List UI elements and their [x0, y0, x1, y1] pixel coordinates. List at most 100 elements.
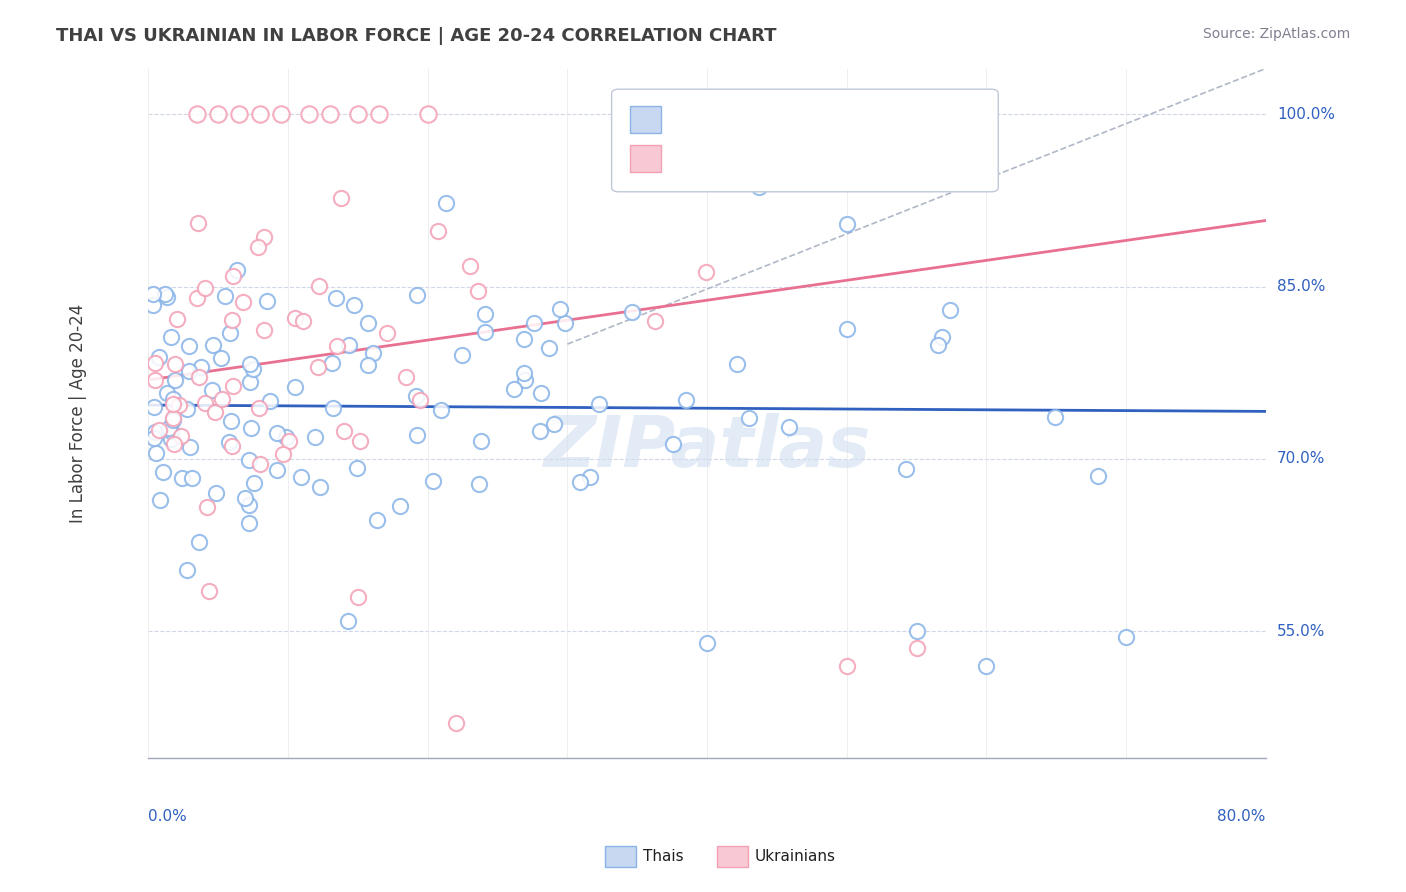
Point [337, 338, 360, 352]
Point [347, 107, 370, 121]
Point [336, 614, 359, 628]
Point [367, 107, 389, 121]
Point [333, 424, 356, 438]
Point [160, 330, 183, 344]
Point [406, 427, 429, 442]
Point [579, 470, 602, 484]
Point [513, 366, 536, 380]
Point [308, 279, 330, 293]
Point [249, 457, 271, 471]
Point [266, 426, 288, 441]
Point [156, 290, 179, 304]
Point [222, 269, 245, 284]
Point [529, 424, 551, 438]
Point [141, 298, 163, 312]
Point [142, 432, 165, 446]
Point [357, 316, 380, 330]
Text: 55.0%: 55.0% [1277, 624, 1326, 639]
Point [145, 356, 167, 370]
Point [460, 259, 482, 273]
Text: THAI VS UKRAINIAN IN LABOR FORCE | AGE 20-24 CORRELATION CHART: THAI VS UKRAINIAN IN LABOR FORCE | AGE 2… [56, 27, 776, 45]
Point [347, 590, 370, 604]
Text: N =: N = [785, 150, 821, 168]
Point [894, 462, 917, 476]
Point [169, 398, 191, 412]
Point [835, 217, 858, 231]
Point [662, 436, 685, 450]
Point [170, 428, 193, 442]
Point [238, 453, 260, 467]
Point [238, 516, 260, 530]
Point [416, 107, 439, 121]
Point [304, 430, 326, 444]
Point [394, 369, 416, 384]
Point [142, 400, 165, 414]
Point [163, 357, 186, 371]
Point [512, 332, 534, 346]
Point [243, 476, 266, 491]
Point [271, 447, 294, 461]
Point [322, 401, 344, 415]
Point [325, 291, 347, 305]
Point [204, 405, 226, 419]
Point [409, 393, 432, 408]
Point [905, 624, 928, 639]
Text: 0.213: 0.213 [714, 150, 766, 168]
Point [181, 471, 204, 485]
Point [467, 285, 489, 299]
Point [346, 460, 368, 475]
Point [307, 359, 329, 374]
Text: R =: R = [669, 111, 706, 128]
Point [207, 107, 229, 121]
Point [218, 435, 240, 450]
Point [228, 107, 250, 121]
Point [284, 311, 307, 326]
Point [197, 583, 219, 598]
Point [162, 396, 184, 410]
Point [238, 498, 260, 512]
Point [695, 265, 717, 279]
Point [778, 419, 800, 434]
Point [222, 379, 245, 393]
Point [242, 362, 264, 376]
Point [375, 326, 398, 341]
Point [177, 338, 200, 352]
Point [176, 563, 198, 577]
Point [513, 373, 536, 387]
Point [162, 392, 184, 406]
Point [835, 322, 858, 336]
Point [644, 314, 666, 328]
Point [569, 475, 592, 489]
Text: 85.0%: 85.0% [1277, 279, 1326, 294]
Point [159, 432, 181, 446]
Point [588, 397, 610, 411]
Point [239, 375, 262, 389]
Point [186, 291, 208, 305]
Point [211, 392, 233, 406]
Point [931, 329, 953, 343]
Point [194, 281, 217, 295]
Point [620, 304, 643, 318]
Point [748, 180, 770, 194]
Point [976, 658, 998, 673]
Point [470, 434, 492, 449]
Point [266, 462, 288, 476]
Point [176, 401, 198, 416]
Point [195, 500, 218, 515]
Point [214, 289, 236, 303]
Text: Source: ZipAtlas.com: Source: ZipAtlas.com [1202, 27, 1350, 41]
Point [427, 223, 450, 237]
Point [162, 411, 184, 425]
Point [309, 480, 332, 494]
Point [219, 326, 242, 340]
Point [737, 411, 759, 425]
Point [157, 421, 180, 435]
Point [474, 307, 496, 321]
Point [939, 303, 962, 318]
Point [298, 107, 321, 121]
Point [152, 465, 174, 479]
Point [190, 359, 212, 374]
Point [361, 346, 384, 360]
Point [278, 434, 301, 448]
Point [274, 430, 297, 444]
